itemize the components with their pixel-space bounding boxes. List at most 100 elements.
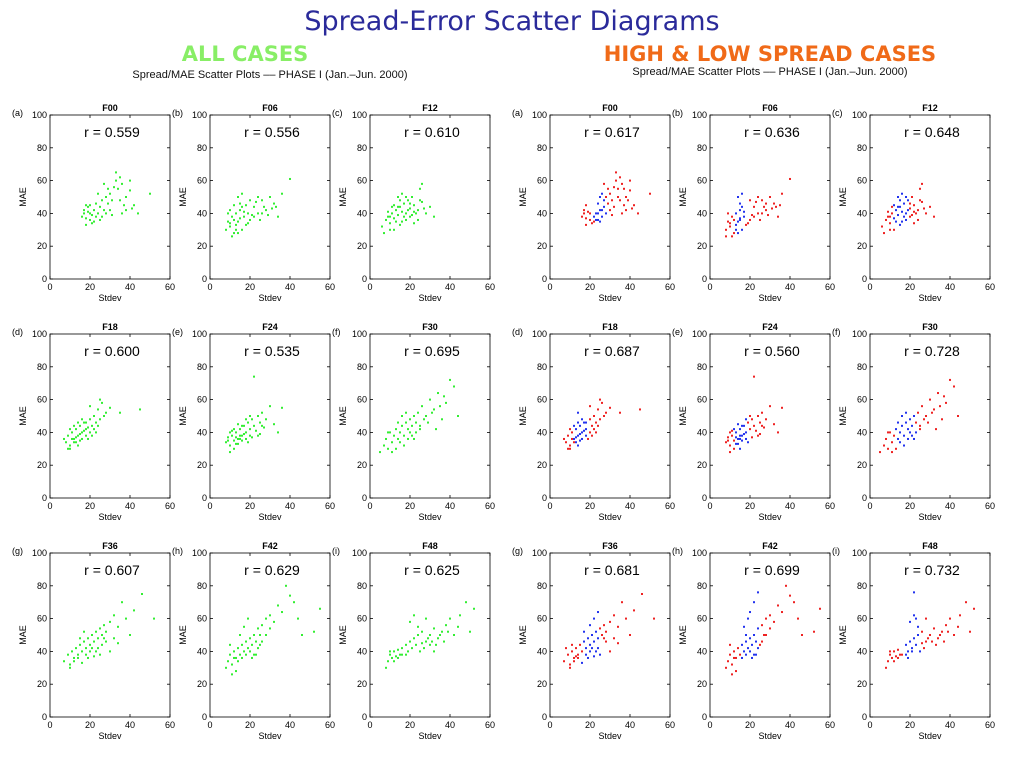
x-tick-label: 60 — [485, 501, 495, 511]
data-point — [737, 423, 739, 426]
y-tick-label: 60 — [37, 176, 47, 186]
data-point — [107, 202, 109, 205]
x-axis-label: Stdev — [418, 731, 442, 741]
data-point — [75, 436, 77, 439]
data-point — [423, 647, 425, 650]
data-point — [105, 640, 107, 643]
data-point — [583, 212, 585, 215]
data-point — [593, 215, 595, 218]
data-point — [591, 434, 593, 437]
data-point — [915, 431, 917, 434]
data-point — [939, 405, 941, 408]
data-point — [237, 423, 239, 426]
data-point — [735, 228, 737, 231]
data-point — [237, 442, 239, 445]
plot-frame — [49, 114, 171, 280]
data-point — [301, 634, 303, 636]
data-point — [75, 441, 77, 444]
all-cases-subtitle: Spread/MAE Scatter Plots –– PHASE I (Jan… — [132, 69, 408, 81]
y-tick-label: 80 — [357, 362, 367, 372]
y-tick-label: 80 — [37, 362, 47, 372]
data-point — [225, 666, 227, 669]
data-point — [761, 199, 763, 202]
data-point — [903, 215, 905, 218]
data-point — [117, 642, 119, 645]
data-point — [133, 204, 135, 207]
panel-title: F06 — [262, 103, 278, 113]
data-point — [379, 451, 381, 454]
data-point — [433, 215, 435, 218]
data-point — [609, 620, 611, 623]
data-point — [69, 447, 71, 450]
data-point — [577, 653, 579, 656]
x-axis-label: Stdev — [918, 512, 942, 522]
data-point — [93, 640, 95, 643]
data-point — [741, 439, 743, 442]
data-point — [753, 424, 755, 427]
data-point — [735, 656, 737, 659]
data-point — [243, 424, 245, 427]
data-point — [91, 424, 93, 427]
data-point — [261, 640, 263, 643]
data-point — [769, 405, 771, 408]
y-tick-label: 100 — [32, 110, 47, 120]
data-point — [745, 223, 747, 226]
data-point — [911, 650, 913, 653]
correlation-label: r = 0.687 — [584, 343, 640, 359]
data-point — [765, 634, 767, 636]
data-point — [229, 431, 231, 434]
data-point — [241, 228, 243, 231]
data-point — [591, 634, 593, 636]
data-point — [63, 437, 65, 440]
data-point — [887, 447, 889, 450]
data-point — [759, 421, 761, 424]
data-point — [95, 630, 97, 633]
x-axis-label: Stdev — [418, 293, 442, 303]
x-tick-label: 60 — [325, 720, 335, 730]
data-point — [903, 434, 905, 437]
data-point — [381, 225, 383, 228]
data-point — [393, 434, 395, 437]
data-point — [469, 630, 471, 633]
data-point — [125, 196, 127, 198]
data-point — [95, 421, 97, 424]
data-point — [775, 205, 777, 208]
data-point — [73, 437, 75, 440]
data-point — [745, 634, 747, 636]
data-point — [579, 643, 581, 646]
data-point — [595, 212, 597, 215]
data-point — [585, 653, 587, 656]
y-tick-label: 80 — [857, 143, 867, 153]
data-point — [413, 415, 415, 417]
y-tick-label: 40 — [857, 646, 867, 656]
data-point — [399, 431, 401, 434]
data-point — [417, 634, 419, 636]
correlation-label: r = 0.629 — [244, 562, 300, 578]
data-point — [405, 212, 407, 215]
data-point — [417, 218, 419, 221]
y-tick-label: 100 — [192, 548, 207, 558]
panel-letter: (h) — [672, 546, 683, 556]
data-point — [395, 447, 397, 450]
panel-letter: (c) — [332, 108, 343, 118]
data-point — [391, 656, 393, 659]
y-tick-label: 20 — [697, 241, 707, 251]
x-axis-label: Stdev — [758, 731, 782, 741]
data-point — [941, 630, 943, 633]
y-axis-label: MAE — [838, 187, 848, 207]
x-axis-label: Stdev — [98, 293, 122, 303]
scatter-panel-high_low-f36: 0 20 40 60 0 20 40 60 80 100 Stdev MAE (g) F36 r = 0.6… — [512, 541, 675, 741]
x-axis-label: Stdev — [258, 731, 282, 741]
panel-title: F30 — [422, 322, 438, 332]
data-point — [741, 643, 743, 646]
data-point — [917, 625, 919, 628]
data-point — [959, 614, 961, 617]
data-point — [573, 660, 575, 663]
y-axis-label: MAE — [678, 625, 688, 645]
data-point — [597, 212, 599, 215]
data-point — [571, 431, 573, 434]
panel-letter: (h) — [172, 546, 183, 556]
panel-letter: (e) — [172, 327, 183, 337]
data-point — [581, 418, 583, 421]
data-point — [257, 434, 259, 437]
